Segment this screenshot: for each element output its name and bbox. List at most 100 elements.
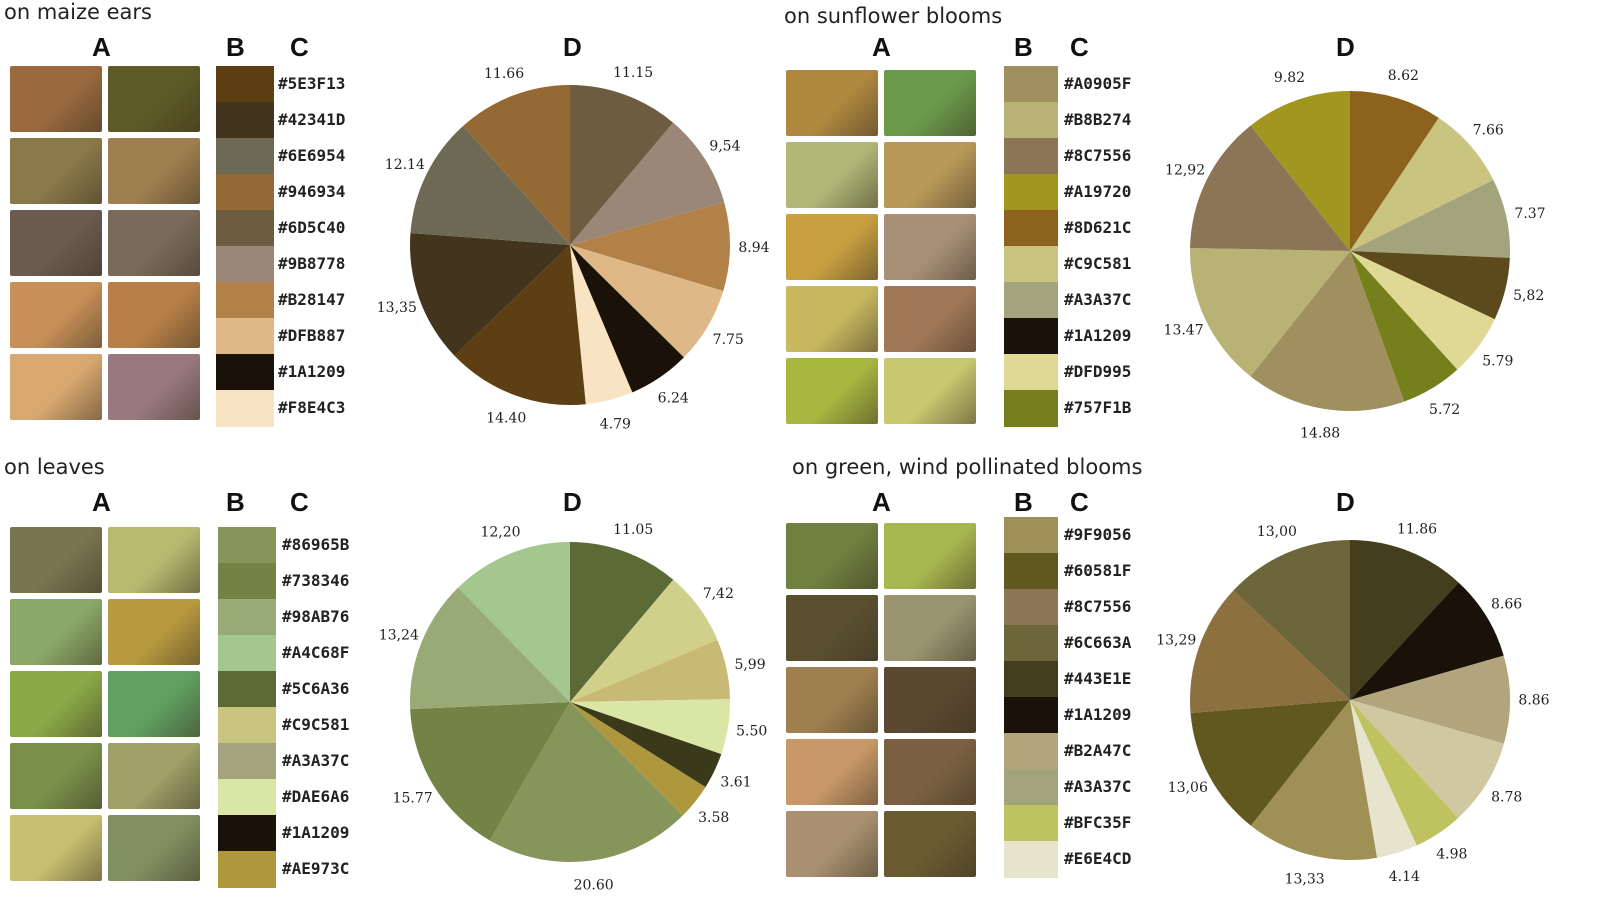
pie-slice [410, 702, 570, 841]
texture-thumbnail [10, 815, 102, 881]
pie-slice-label: 12.14 [385, 157, 425, 173]
pie-slice [1350, 700, 1504, 818]
color-swatch [1004, 174, 1058, 211]
color-swatch [218, 815, 276, 852]
color-swatch [1004, 733, 1058, 770]
color-code-label: #5E3F13 [278, 74, 346, 93]
color-swatch [1004, 102, 1058, 139]
color-swatch [216, 282, 274, 319]
pie-slice [570, 702, 722, 788]
color-swatch [1004, 282, 1058, 319]
color-code-label: #F8E4C3 [278, 398, 346, 417]
pie-slice-label: 14.88 [1300, 426, 1340, 442]
pie-slice [570, 122, 725, 245]
color-code-label: #9B8778 [278, 254, 346, 273]
texture-thumbnail [786, 358, 878, 424]
pie-slice-label: 4.14 [1389, 869, 1420, 885]
pie-slice-label: 5.79 [1482, 354, 1513, 370]
texture-thumbnail [786, 811, 878, 877]
header-c: C [290, 32, 309, 62]
color-codes: #86965B #738346 #98AB76 #A4C68F #5C6A36 #C9C5… [282, 527, 382, 887]
texture-thumbnail [10, 138, 102, 204]
pie-slice-label: 13,06 [1168, 780, 1208, 796]
pie-slice [1233, 540, 1350, 700]
pie-slice [1250, 91, 1350, 251]
header-c: C [1070, 487, 1089, 517]
color-code-label: #738346 [282, 571, 350, 590]
color-code-label: #B2A47C [1064, 741, 1132, 760]
color-code-label: #B28147 [278, 290, 346, 309]
pie-chart: 8.62 7.66 7.37 5,82 5.79 5.72 14.88 13.47 12,92 9… [1164, 68, 1546, 442]
texture-thumbnail [108, 671, 200, 737]
texture-thumbnail [10, 66, 102, 132]
pie-slice-label: 13,00 [1257, 524, 1297, 540]
color-code-label: #C9C581 [282, 715, 350, 734]
color-code-label: #AE973C [282, 859, 350, 878]
pie-slice [1350, 251, 1458, 402]
pie-slice-label: 8.78 [1491, 789, 1522, 805]
color-swatch [1004, 805, 1058, 842]
color-code-label: #BFC35F [1064, 813, 1132, 832]
texture-thumbnail [108, 282, 200, 348]
color-code-label: #8C7556 [1064, 597, 1132, 616]
color-code-label: #9F9056 [1064, 525, 1132, 544]
texture-thumbnail [108, 66, 200, 132]
texture-thumbnail [786, 523, 878, 589]
color-swatch [1004, 661, 1058, 698]
color-code-label: #C9C581 [1064, 254, 1132, 273]
texture-thumbnail [884, 358, 976, 424]
color-swatch [1004, 246, 1058, 283]
texture-thumbnail [10, 743, 102, 809]
color-codes: #9F9056 #60581F #8C7556 #6C663A #443E1E #1A12… [1064, 517, 1164, 877]
pie-slice-label: 7,42 [703, 586, 734, 602]
header-a: A [872, 487, 891, 517]
pie-slice-label: 11.86 [1397, 522, 1437, 538]
color-swatch [1004, 841, 1058, 878]
color-code-label: #8D621C [1064, 218, 1132, 237]
texture-thumbnail [108, 354, 200, 420]
pie-slice [1250, 251, 1405, 412]
pie-slice [570, 245, 684, 393]
texture-thumbnail [786, 667, 878, 733]
color-code-label: #98AB76 [282, 607, 350, 626]
color-code-label: #DFB887 [278, 326, 346, 345]
color-code-label: #B8B274 [1064, 110, 1132, 129]
pie-slice [1190, 247, 1350, 377]
panel-maize-ears: on maize ears A B C D #5E3F13 #42341D #6E6… [0, 0, 803, 456]
color-codes: #5E3F13 #42341D #6E6954 #946934 #6D5C40 #9B87… [278, 66, 378, 426]
pie-slice [462, 85, 570, 245]
color-code-label: #A3A37C [282, 751, 350, 770]
color-code-label: #1A1209 [1064, 705, 1132, 724]
color-swatch [216, 66, 274, 103]
texture-thumbnail [10, 354, 102, 420]
pie-slice-label: 3.58 [698, 810, 729, 826]
panel-title: on leaves [4, 455, 105, 479]
pie-slice-label: 9.82 [1274, 70, 1305, 86]
pie-slice-label: 13,35 [377, 300, 417, 316]
color-swatch [218, 527, 276, 564]
pie-slice-label: 13,33 [1285, 871, 1325, 887]
pie-slice-label: 13,29 [1156, 632, 1196, 648]
color-code-label: #60581F [1064, 561, 1132, 580]
color-swatch [216, 102, 274, 139]
color-swatch [1004, 769, 1058, 806]
pie-slice-label: 15.77 [393, 790, 433, 806]
pie-slice-label: 12,20 [480, 525, 520, 541]
pie-slice-label: 8.86 [1518, 693, 1549, 709]
color-code-label: #6D5C40 [278, 218, 346, 237]
pie-slice [570, 245, 724, 358]
pie-slice [410, 587, 570, 710]
header-a: A [92, 32, 111, 62]
header-b: B [226, 487, 245, 517]
color-swatch [218, 743, 276, 780]
panel-sunflower-blooms: on sunflower blooms A B C D #A0905F #B8B2… [780, 0, 1583, 456]
color-code-label: #1A1209 [282, 823, 350, 842]
pie-slice [458, 542, 570, 702]
color-swatch [216, 354, 274, 391]
color-swatch [216, 174, 274, 211]
pie-slice-label: 20.60 [574, 877, 614, 893]
color-swatch [1004, 66, 1058, 103]
pie-slice-label: 5,99 [734, 657, 765, 673]
pie-slice [1350, 117, 1494, 251]
color-code-label: #42341D [278, 110, 346, 129]
